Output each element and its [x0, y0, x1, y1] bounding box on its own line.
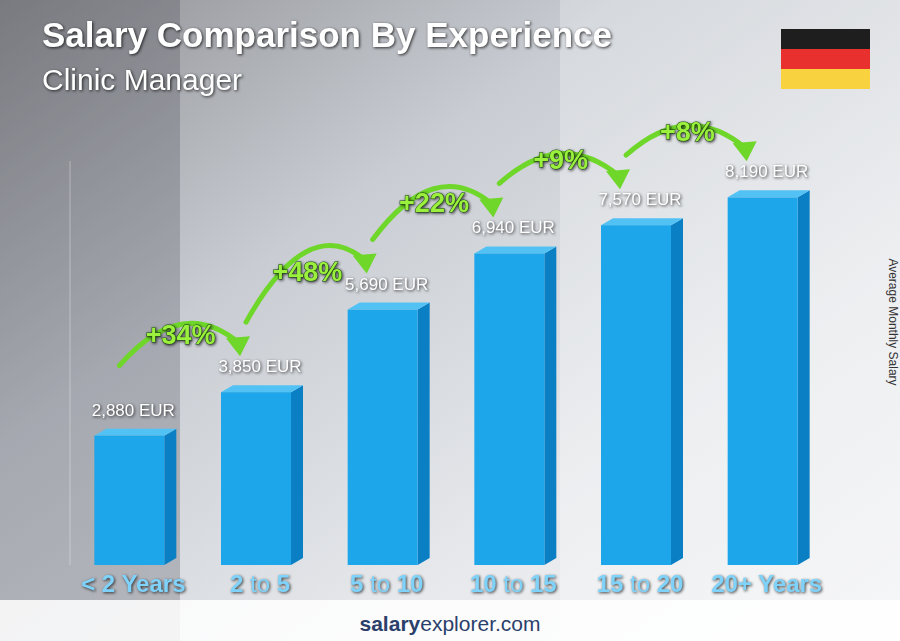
x-tick-label-part: 15 — [523, 570, 556, 597]
data-label: 2,880 EUR — [92, 401, 175, 420]
x-tick-label-part: 10 — [470, 570, 497, 597]
background — [0, 0, 900, 641]
bar-top — [728, 190, 810, 197]
growth-arrow — [373, 186, 492, 239]
flag-stripe — [781, 49, 870, 69]
x-tick-label-part: < — [81, 570, 95, 597]
growth-arrowhead — [479, 197, 503, 217]
title: Salary Comparison By Experience — [42, 15, 612, 54]
bar-top — [94, 429, 176, 436]
x-tick-label-part: 2 — [95, 570, 115, 597]
x-tick-label: 5 to 10 — [350, 570, 423, 597]
bar-top — [474, 246, 556, 253]
growth-annotation: +48% — [272, 257, 342, 287]
bar — [94, 436, 164, 565]
x-tick-label-part: to — [623, 570, 650, 597]
bar-side — [291, 385, 303, 565]
bar-top — [221, 385, 303, 392]
x-tick-label: 20+ Years — [711, 570, 822, 597]
x-tick-label-part: 5 — [350, 570, 363, 597]
bar — [474, 253, 544, 565]
x-tick-label-part: to — [497, 570, 524, 597]
growth-annotation: +22% — [399, 188, 469, 218]
bar — [601, 225, 671, 565]
x-tick-label-part: Years — [115, 570, 185, 597]
x-tick-label-part: 2 — [230, 570, 243, 597]
x-tick-label-part: to — [243, 570, 270, 597]
flag-stripe — [781, 29, 870, 49]
x-tick-label: < 2 Years — [81, 570, 185, 597]
growth-annotation: +34% — [146, 320, 216, 350]
bars — [94, 190, 809, 565]
footer-band — [0, 600, 900, 641]
x-tick-label: 10 to 15 — [470, 570, 557, 597]
growth-annotation: +8% — [660, 117, 715, 147]
growth-arrow — [246, 245, 365, 322]
data-label: 7,570 EUR — [598, 190, 681, 209]
bar-side — [544, 246, 556, 565]
data-label: 8,190 EUR — [725, 162, 808, 181]
background-light — [560, 0, 900, 641]
y-axis-label: Average Monthly Salary — [886, 258, 900, 385]
x-tick-label-part: 10 — [390, 570, 423, 597]
growth-arrowhead — [226, 336, 250, 356]
x-tick-label-part: 5 — [270, 570, 290, 597]
growth-arrowhead — [606, 169, 630, 189]
x-tick-label: 2 to 5 — [230, 570, 290, 597]
bar — [728, 197, 798, 565]
data-label: 3,850 EUR — [218, 357, 301, 376]
bar-side — [164, 429, 176, 565]
bar-top — [348, 303, 430, 310]
bar — [348, 310, 418, 565]
data-label: 6,940 EUR — [472, 218, 555, 237]
bar-side — [798, 190, 810, 565]
bar — [221, 392, 291, 565]
source: salaryexplorer.com — [360, 612, 541, 635]
x-tick-label-part: 20 — [650, 570, 683, 597]
flag-stripe — [781, 69, 870, 89]
x-tick-label: 15 to 20 — [597, 570, 684, 597]
growth-arrowhead — [733, 141, 757, 161]
bar-side — [671, 218, 683, 565]
bar-side — [418, 303, 430, 565]
bar-top — [601, 218, 683, 225]
data-label: 5,690 EUR — [345, 275, 428, 294]
x-tick-label-part: to — [363, 570, 390, 597]
source-part: salary — [360, 612, 421, 635]
y-axis-line — [70, 161, 71, 565]
x-tick-label-part: Years — [752, 570, 822, 597]
subtitle: Clinic Manager — [42, 63, 242, 96]
growth-annotation: +9% — [533, 145, 588, 175]
x-tick-label-part: 15 — [597, 570, 624, 597]
source-part: explorer.com — [420, 612, 540, 635]
x-tick-label-part: 20+ — [711, 570, 752, 597]
growth-arrowhead — [353, 254, 377, 274]
